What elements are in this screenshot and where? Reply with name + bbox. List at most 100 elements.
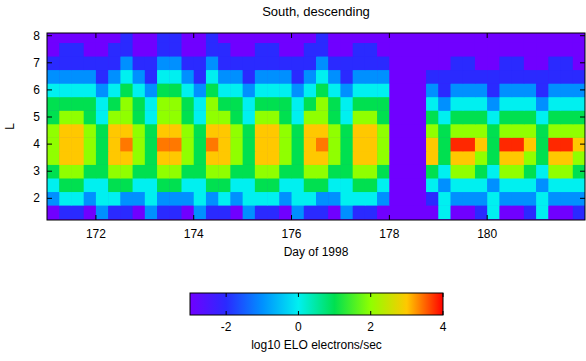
cell [169, 205, 182, 219]
colorbar-tick [370, 293, 371, 297]
cell [573, 164, 585, 178]
cell [182, 97, 195, 111]
cell [536, 110, 549, 124]
cell [365, 124, 378, 138]
cell [84, 192, 97, 206]
cell [169, 151, 182, 165]
cell [561, 192, 574, 206]
cell [365, 33, 378, 43]
cell [536, 124, 549, 138]
cell [47, 42, 60, 56]
cell [230, 56, 243, 70]
cell [243, 83, 256, 97]
cell [426, 42, 439, 56]
cell [365, 205, 378, 219]
cell [426, 137, 439, 151]
cell [218, 178, 231, 192]
colorbar [190, 293, 443, 315]
cell [71, 56, 84, 70]
y-tick [580, 62, 585, 63]
cell [573, 83, 585, 97]
cell [438, 137, 451, 151]
cell [328, 178, 341, 192]
cell [267, 164, 280, 178]
cell [255, 97, 268, 111]
cell [353, 151, 366, 165]
cell [157, 192, 170, 206]
cell [194, 178, 207, 192]
cell [145, 151, 158, 165]
cell [524, 137, 537, 151]
cell [328, 83, 341, 97]
cell [206, 205, 219, 219]
cell [340, 110, 353, 124]
cell [438, 83, 451, 97]
cell [169, 97, 182, 111]
cell [304, 42, 317, 56]
cell [463, 110, 476, 124]
cell [59, 137, 72, 151]
cell [96, 97, 109, 111]
cell [120, 56, 133, 70]
cell [463, 42, 476, 56]
cell [292, 83, 305, 97]
cell [389, 42, 402, 56]
cell [377, 56, 390, 70]
cell [402, 110, 415, 124]
cell [206, 164, 219, 178]
cell [463, 205, 476, 219]
cell [561, 97, 574, 111]
cell [194, 42, 207, 56]
cell [71, 205, 84, 219]
y-tick-label: 7 [33, 56, 40, 70]
cell [267, 83, 280, 97]
cell [426, 192, 439, 206]
cell [389, 205, 402, 219]
cell [47, 192, 60, 206]
cell [353, 192, 366, 206]
cell [524, 151, 537, 165]
cell [292, 110, 305, 124]
cell [499, 164, 512, 178]
cell [120, 164, 133, 178]
cell [512, 178, 525, 192]
cell [279, 70, 292, 84]
colorbar-tick [226, 293, 227, 297]
cell [157, 83, 170, 97]
cell [108, 97, 121, 111]
cell [120, 124, 133, 138]
cell [120, 83, 133, 97]
cell [414, 42, 427, 56]
cell [353, 97, 366, 111]
cell [230, 178, 243, 192]
cell [365, 178, 378, 192]
cell [267, 178, 280, 192]
y-axis-label: L [3, 123, 17, 130]
y-tick-label: 2 [33, 191, 40, 205]
cell [536, 42, 549, 56]
cell [157, 110, 170, 124]
cell [536, 70, 549, 84]
cell [365, 42, 378, 56]
cell [157, 205, 170, 219]
cell [402, 124, 415, 138]
cell [340, 124, 353, 138]
cell [194, 137, 207, 151]
cell [463, 151, 476, 165]
cell [71, 110, 84, 124]
cell [561, 42, 574, 56]
cell [499, 205, 512, 219]
cell [512, 110, 525, 124]
cell [218, 42, 231, 56]
cell [561, 124, 574, 138]
cell [230, 42, 243, 56]
cell [218, 97, 231, 111]
cell [414, 137, 427, 151]
cell [451, 192, 464, 206]
cell [47, 205, 60, 219]
cell [47, 56, 60, 70]
cell [218, 33, 231, 43]
cell [316, 70, 329, 84]
x-tick [95, 215, 96, 220]
cell [365, 137, 378, 151]
